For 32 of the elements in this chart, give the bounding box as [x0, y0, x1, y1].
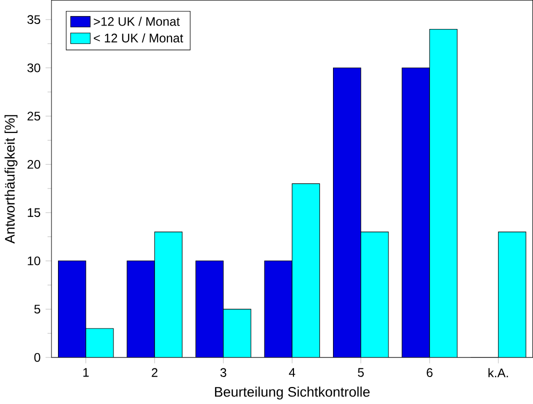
- y-tick-label: 20: [28, 160, 40, 169]
- y-tick-label: 15: [28, 208, 40, 217]
- bar: [86, 328, 114, 358]
- x-tick-label: 1: [83, 368, 89, 377]
- bar: [154, 232, 182, 358]
- bar: [333, 68, 361, 358]
- legend-label: < 12 UK / Monat: [94, 33, 184, 42]
- y-tick-label: 35: [27, 15, 40, 24]
- y-tick-label: 0: [34, 352, 40, 362]
- bar: [196, 260, 224, 358]
- x-axis-title: Beurteilung Sichtkontrolle: [215, 386, 370, 400]
- y-tick-label: 5: [34, 304, 40, 314]
- y-axis-title: Antworthäufigkeit [%]: [4, 115, 18, 244]
- bar: [264, 260, 292, 358]
- bar: [402, 68, 430, 358]
- bar: [430, 29, 458, 358]
- bar: [127, 260, 155, 358]
- bar: [58, 260, 86, 358]
- x-tick-label: 2: [152, 368, 158, 377]
- x-tick-label: 5: [358, 368, 364, 377]
- x-tick-label: k.A.: [488, 368, 508, 378]
- y-tick-label: 10: [28, 256, 40, 266]
- x-tick-label: 3: [220, 368, 226, 377]
- x-tick-label: 4: [288, 368, 296, 377]
- legend-label: >12 UK / Monat: [94, 16, 180, 26]
- y-tick-label: 30: [27, 63, 40, 72]
- y-tick-label: 25: [28, 112, 40, 120]
- bar: [292, 184, 320, 358]
- bar: [498, 232, 526, 358]
- bar: [360, 232, 388, 358]
- x-tick-label: 6: [426, 368, 433, 377]
- bar: [223, 309, 251, 358]
